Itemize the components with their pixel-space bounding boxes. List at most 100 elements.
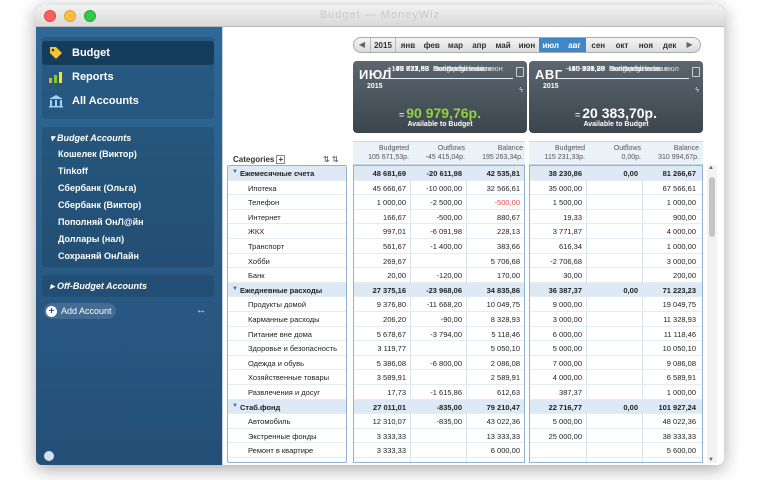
budgeted-cell[interactable]: 3 333,33 xyxy=(376,431,406,441)
disclosure-icon[interactable]: ▼ xyxy=(232,402,238,409)
month-tab[interactable]: янв xyxy=(400,41,416,50)
budgeted-cell[interactable]: 38 230,86 xyxy=(548,169,582,178)
month-tab[interactable]: июл xyxy=(538,38,563,52)
budgeted-cell[interactable]: 3 771,87 xyxy=(552,227,582,237)
year-label[interactable]: 2015 xyxy=(370,38,396,52)
budgeted-cell[interactable]: 387,37 xyxy=(559,388,582,397)
category-row[interactable]: Банк xyxy=(228,268,346,283)
budgeted-cell[interactable]: 9 000,00 xyxy=(552,300,582,310)
budgeted-cell[interactable]: 48 681,69 xyxy=(372,169,406,178)
budgeted-cell[interactable]: -2 706,68 xyxy=(550,256,582,266)
zoom-button[interactable] xyxy=(84,10,96,22)
nav-all-accounts[interactable]: All Accounts xyxy=(42,89,214,113)
flash-icon[interactable]: ϟ xyxy=(519,87,523,94)
budgeted-cell[interactable]: 25 000,00 xyxy=(548,431,582,441)
budgeted-cell[interactable]: 36 387,37 xyxy=(548,285,582,295)
scrollbar[interactable]: ▲ ▼ xyxy=(707,165,717,463)
budgeted-cell[interactable]: 20,00 xyxy=(387,271,406,281)
account-item[interactable]: Пополняй ОнЛ@йн xyxy=(58,217,144,227)
scroll-thumb[interactable] xyxy=(709,177,715,237)
budgeted-cell[interactable]: 1 000,00 xyxy=(376,198,406,208)
category-row[interactable]: Питание вне дома xyxy=(228,327,346,342)
notes-icon[interactable] xyxy=(516,67,524,77)
budgeted-cell[interactable]: 5 386,08 xyxy=(376,358,406,368)
notes-icon[interactable] xyxy=(692,67,700,77)
category-row[interactable]: Карманные расходы xyxy=(228,312,346,327)
month-tab[interactable]: июн xyxy=(518,41,536,50)
category-row[interactable]: Продукты домой xyxy=(228,297,346,312)
nav-budget[interactable]: Budget xyxy=(42,41,214,65)
budgeted-cell[interactable]: 3 000,00 xyxy=(552,315,582,324)
budgeted-cell[interactable]: 5 000,00 xyxy=(552,344,582,354)
category-group-row[interactable]: ▼ Ежемесячные счета xyxy=(228,166,346,181)
budgeted-cell[interactable]: 35 000,00 xyxy=(548,183,582,193)
category-row[interactable]: Транспорт xyxy=(228,239,346,254)
sort-icon[interactable]: ⇅ ⇅ xyxy=(323,155,339,164)
budgeted-cell[interactable]: 3 589,91 xyxy=(376,373,406,383)
category-row[interactable]: Развлечения и досуг xyxy=(228,385,346,400)
budgeted-cell[interactable]: 1 500,00 xyxy=(552,198,582,208)
category-row[interactable]: ЖКХ xyxy=(228,224,346,239)
month-tab[interactable]: авг xyxy=(562,38,587,52)
budgeted-cell[interactable]: 12 310,07 xyxy=(372,417,406,427)
next-arrow-icon[interactable]: ▶ xyxy=(686,40,693,49)
budgeted-cell[interactable]: 5 000,00 xyxy=(552,417,582,427)
budgeted-cell[interactable]: 4 000,00 xyxy=(552,373,582,383)
month-tab[interactable]: апр xyxy=(472,41,487,50)
budgeted-cell[interactable]: 269,67 xyxy=(383,256,406,266)
category-row[interactable]: Телефон xyxy=(228,195,346,210)
minimize-button[interactable] xyxy=(64,10,76,22)
nav-reports[interactable]: Reports xyxy=(42,65,214,89)
account-item[interactable]: Сбербанк (Ольга) xyxy=(58,183,137,193)
off-budget-panel[interactable]: ▸ Off-Budget Accounts xyxy=(42,275,214,297)
category-group-row[interactable]: ▼ Ежедневные расходы xyxy=(228,282,346,298)
budgeted-cell[interactable]: 561,67 xyxy=(383,242,406,251)
category-row[interactable]: Здоровье и безопасность xyxy=(228,341,346,356)
account-item[interactable]: Доллары (нал) xyxy=(58,234,125,244)
account-item[interactable]: Сбербанк (Виктор) xyxy=(58,200,142,210)
category-row[interactable]: Одежда и обувь xyxy=(228,356,346,371)
add-account-button[interactable]: + Add Account xyxy=(44,303,116,319)
month-tab[interactable]: май xyxy=(495,41,511,50)
budgeted-cell[interactable]: 9 376,80 xyxy=(376,300,406,310)
category-row[interactable]: Ремонт в квартире xyxy=(228,443,346,458)
collapse-icon[interactable]: ↔ xyxy=(196,305,206,316)
month-tab[interactable]: дек xyxy=(662,41,677,50)
budgeted-cell[interactable]: 7 000,00 xyxy=(552,358,582,368)
budgeted-cell[interactable]: 6 000,00 xyxy=(552,329,582,339)
budgeted-cell[interactable]: 616,34 xyxy=(559,242,582,251)
budget-accounts-header[interactable]: ▾ Budget Accounts xyxy=(50,133,132,143)
close-button[interactable] xyxy=(44,10,56,22)
budgeted-cell[interactable]: 17,73 xyxy=(387,388,406,397)
budgeted-cell[interactable]: 3 333,33 xyxy=(376,446,406,456)
add-category-icon[interactable]: + xyxy=(276,155,286,164)
category-row[interactable]: Ипотека xyxy=(228,181,346,196)
budgeted-cell[interactable]: 5 678,67 xyxy=(376,329,406,339)
category-row[interactable]: Хобби xyxy=(228,254,346,269)
settings-icon[interactable] xyxy=(44,451,54,461)
category-row[interactable]: Интернет xyxy=(228,210,346,225)
month-tab[interactable]: сен xyxy=(591,41,606,50)
account-item[interactable]: Кошелек (Виктор) xyxy=(58,149,137,159)
flash-icon[interactable]: ϟ xyxy=(695,87,699,94)
budgeted-cell[interactable]: 3 119,77 xyxy=(377,344,406,354)
budgeted-cell[interactable]: 166,67 xyxy=(383,212,406,222)
budgeted-cell[interactable]: 997,01 xyxy=(383,227,406,237)
prev-arrow-icon[interactable]: ◀ xyxy=(358,40,366,49)
budgeted-cell[interactable]: 22 716,77 xyxy=(548,402,582,412)
month-tab[interactable]: окт xyxy=(615,41,629,50)
account-item[interactable]: Tinkoff xyxy=(58,166,88,176)
budgeted-cell[interactable]: 206,20 xyxy=(383,315,406,324)
month-tab[interactable]: ноя xyxy=(638,41,653,50)
budgeted-cell[interactable]: 30,00 xyxy=(563,271,582,281)
category-row[interactable]: Хозяйственные товары xyxy=(228,370,346,385)
month-tab[interactable]: фев xyxy=(423,41,440,50)
account-item[interactable]: Сохраняй ОнЛайн xyxy=(58,251,139,261)
budgeted-cell[interactable]: 27 375,16 xyxy=(372,285,406,295)
budgeted-cell[interactable]: 27 011,01 xyxy=(373,402,406,412)
month-tab[interactable]: мар xyxy=(447,41,464,50)
budgeted-cell[interactable]: 45 666,67 xyxy=(372,183,406,193)
category-row[interactable]: Автомобиль xyxy=(228,414,346,429)
disclosure-icon[interactable]: ▼ xyxy=(232,169,238,175)
budgeted-cell[interactable]: 19,33 xyxy=(563,212,582,222)
